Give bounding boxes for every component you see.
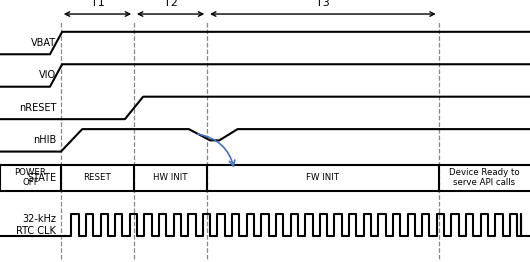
Text: FW INIT: FW INIT [306, 173, 339, 182]
Text: HW INIT: HW INIT [153, 173, 188, 182]
Text: T2: T2 [164, 0, 178, 8]
Text: STATE: STATE [27, 173, 56, 183]
Text: T1: T1 [91, 0, 104, 8]
Text: 32-kHz
RTC CLK: 32-kHz RTC CLK [16, 214, 56, 236]
Text: nRESET: nRESET [19, 103, 56, 113]
Text: Device Ready to
serve API calls: Device Ready to serve API calls [449, 168, 519, 187]
Text: VIO: VIO [39, 70, 56, 80]
Text: POWER
OFF: POWER OFF [14, 168, 47, 187]
Text: T3: T3 [316, 0, 330, 8]
Text: nHIB: nHIB [33, 135, 56, 145]
Text: VBAT: VBAT [31, 38, 56, 48]
Text: RESET: RESET [84, 173, 111, 182]
